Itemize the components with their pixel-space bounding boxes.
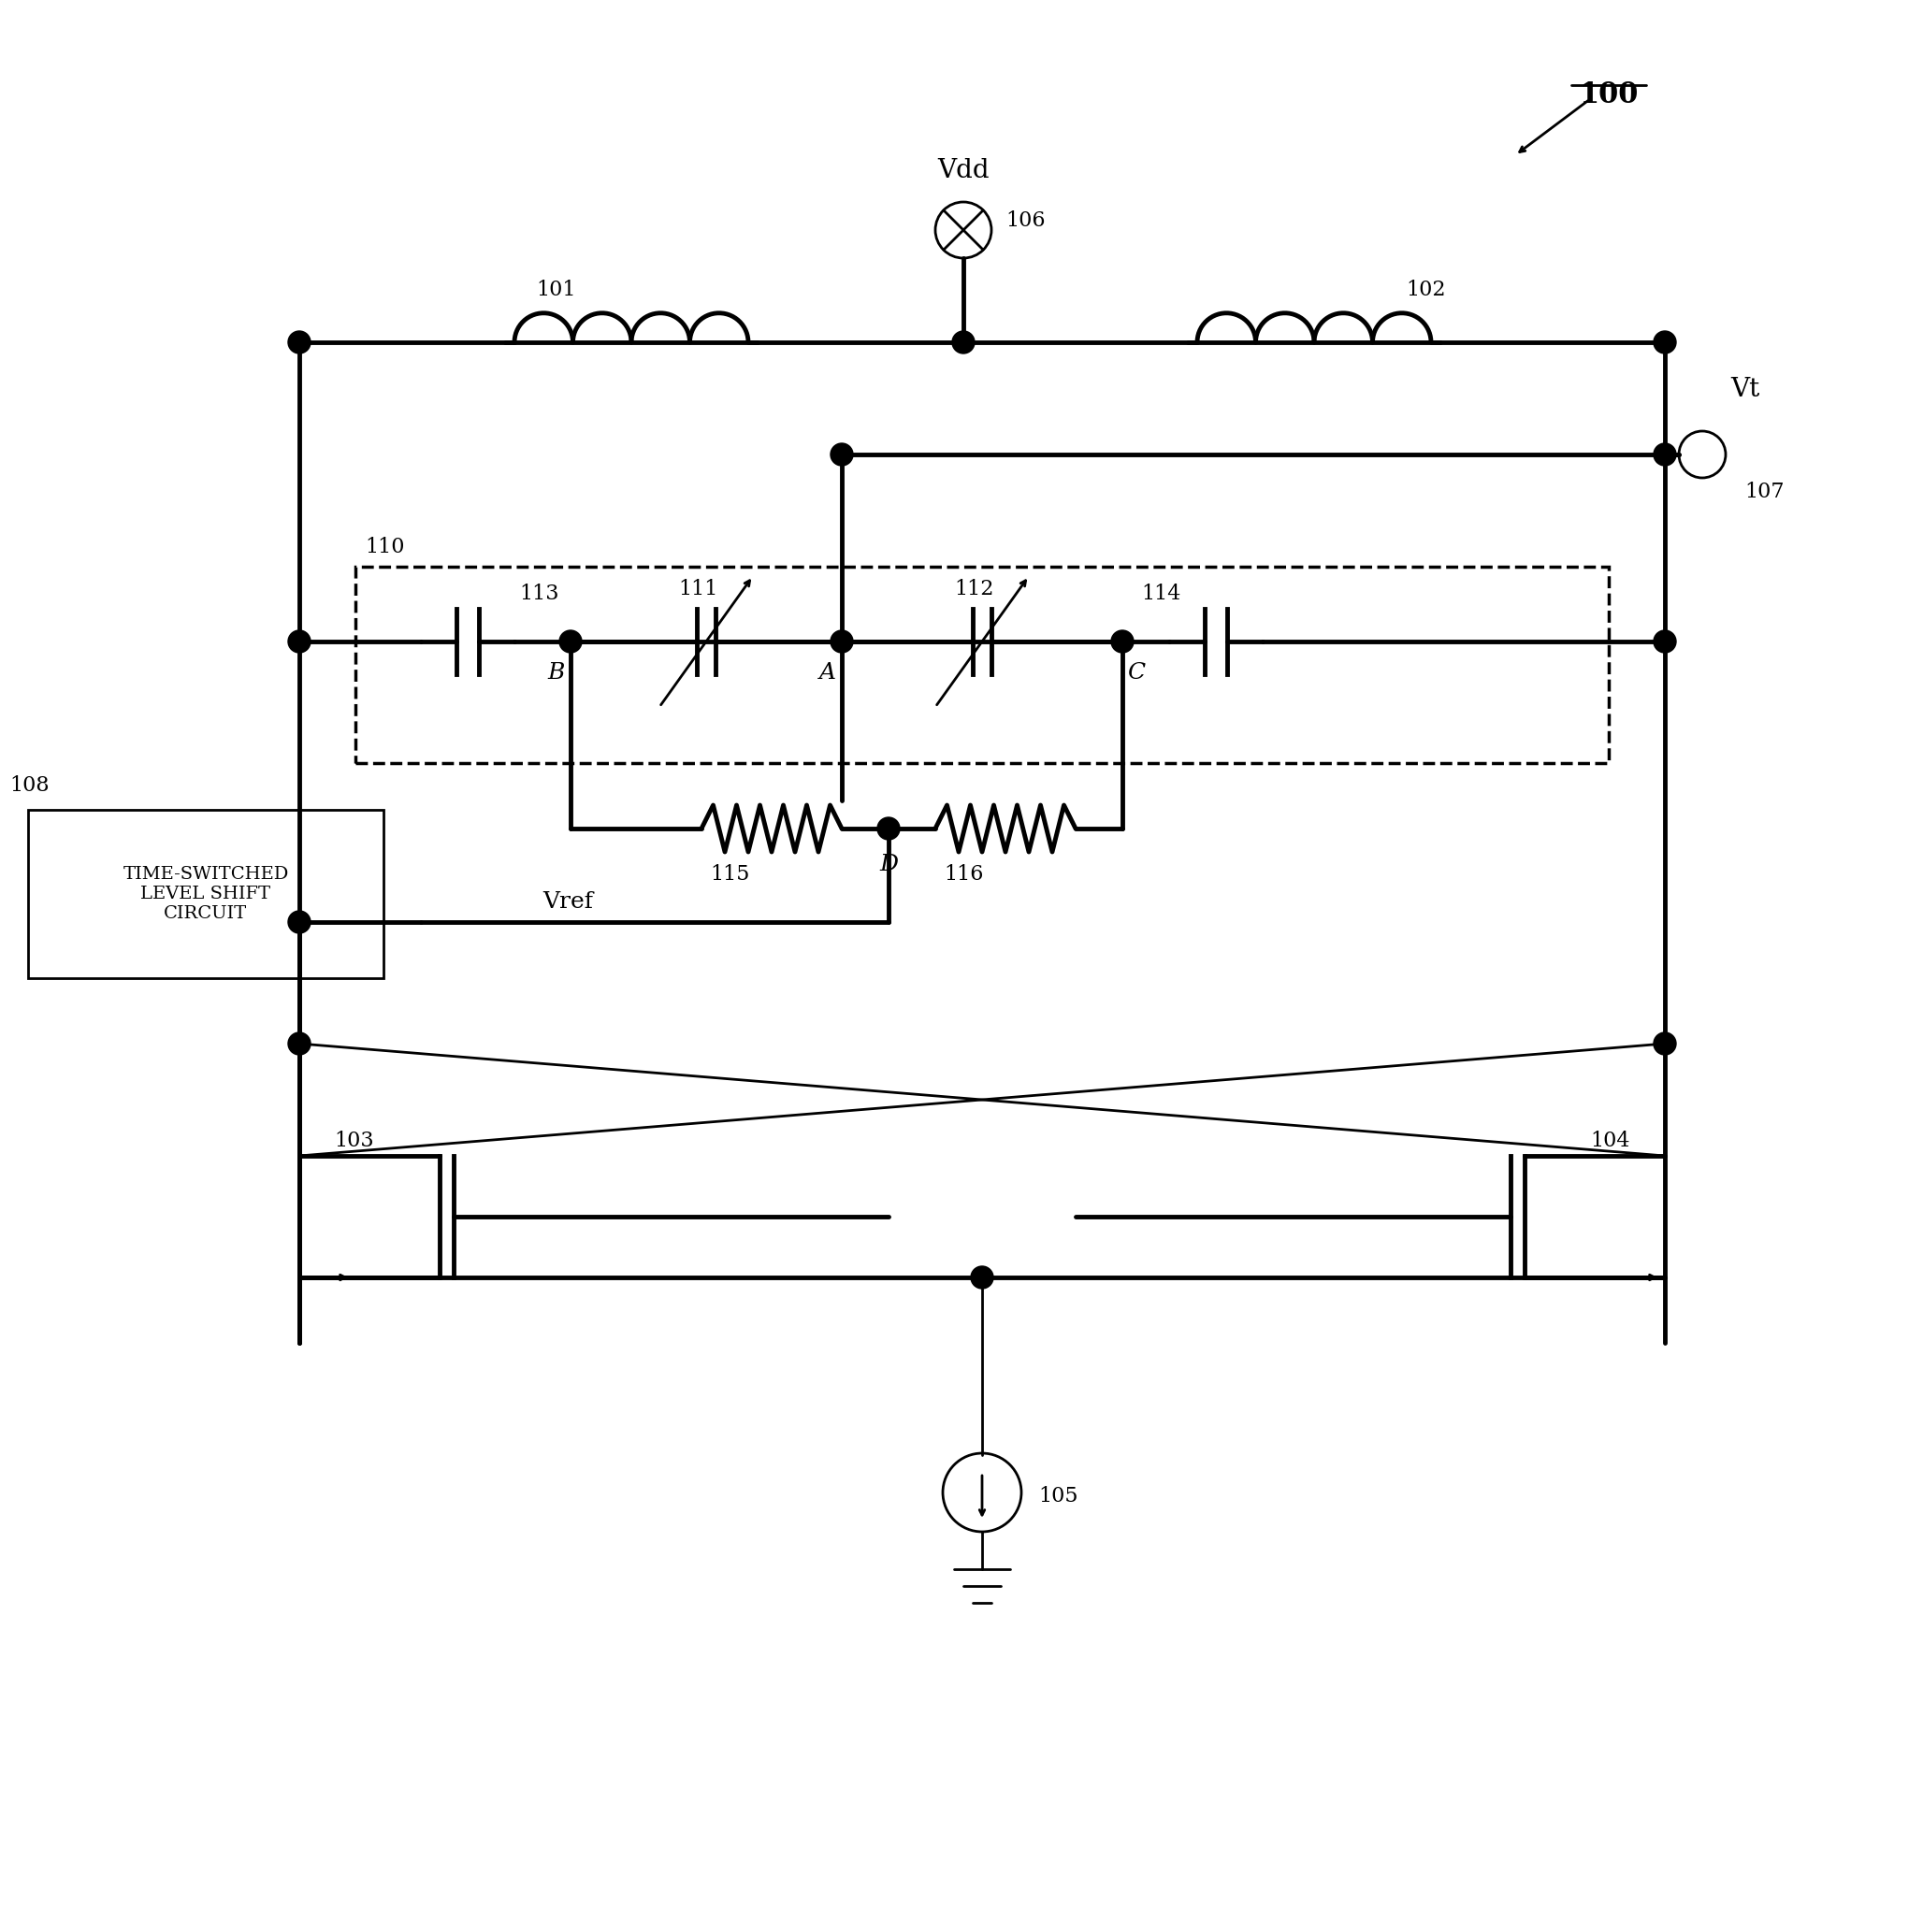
Text: 107: 107	[1744, 481, 1785, 502]
Circle shape	[877, 817, 900, 840]
Text: D: D	[879, 854, 898, 875]
Text: C: C	[1127, 663, 1146, 684]
Circle shape	[288, 630, 310, 653]
Text: 114: 114	[1140, 583, 1181, 605]
Circle shape	[1111, 630, 1133, 653]
Circle shape	[1654, 330, 1677, 354]
Text: 116: 116	[944, 864, 983, 885]
Text: TIME-SWITCHED
LEVEL SHIFT
CIRCUIT: TIME-SWITCHED LEVEL SHIFT CIRCUIT	[123, 866, 288, 922]
Text: 102: 102	[1406, 280, 1446, 299]
Text: Vdd: Vdd	[937, 158, 990, 184]
Circle shape	[952, 330, 975, 354]
Circle shape	[1654, 630, 1677, 653]
Circle shape	[831, 442, 854, 466]
Text: Vref: Vref	[542, 891, 592, 912]
Circle shape	[288, 1032, 310, 1055]
Text: 110: 110	[365, 537, 404, 556]
Circle shape	[288, 330, 310, 354]
Circle shape	[560, 630, 583, 653]
Text: B: B	[548, 663, 565, 684]
Circle shape	[1654, 1032, 1677, 1055]
Text: A: A	[819, 663, 837, 684]
Text: 100: 100	[1579, 81, 1638, 110]
Text: 111: 111	[679, 580, 717, 599]
Text: 103: 103	[335, 1130, 375, 1151]
Circle shape	[288, 910, 310, 933]
Circle shape	[831, 630, 854, 653]
Text: 108: 108	[10, 775, 50, 796]
Text: 101: 101	[537, 280, 577, 299]
Text: 112: 112	[954, 580, 994, 599]
Circle shape	[971, 1265, 994, 1289]
Circle shape	[1654, 442, 1677, 466]
Text: 115: 115	[710, 864, 750, 885]
Text: 106: 106	[1006, 211, 1046, 232]
Text: 113: 113	[519, 583, 560, 605]
Text: 105: 105	[1038, 1486, 1079, 1507]
Text: Vt: Vt	[1731, 377, 1760, 402]
Bar	[29, 810, 383, 978]
Text: 104: 104	[1590, 1130, 1631, 1151]
